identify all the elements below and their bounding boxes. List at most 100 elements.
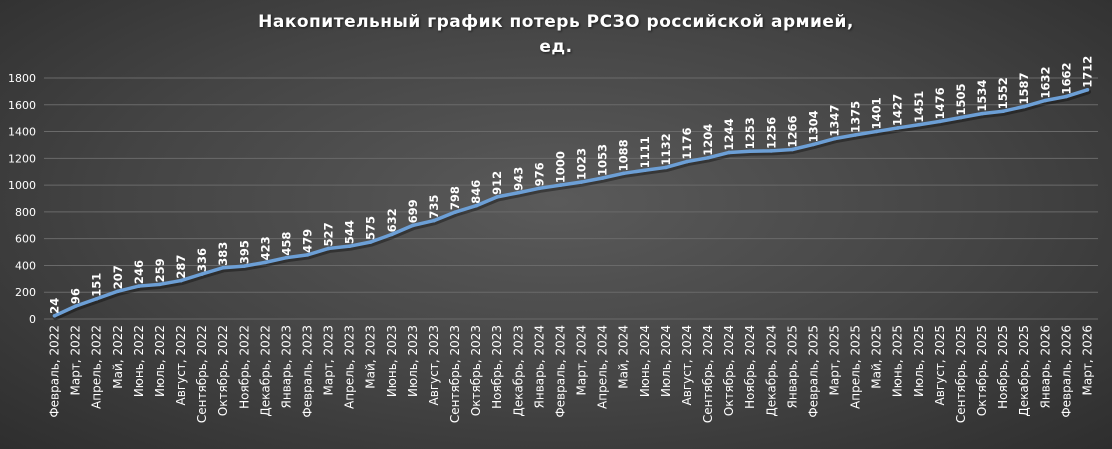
data-point: [115, 289, 120, 294]
data-point: [1001, 109, 1005, 114]
x-tick-label: Январь, 2026: [1038, 325, 1052, 408]
y-tick-label: 0: [29, 313, 36, 326]
y-tick-label: 1200: [8, 152, 36, 165]
data-point: [600, 176, 605, 180]
data-label: 1451: [912, 91, 926, 123]
x-tick-label: Ноябрь, 2025: [996, 325, 1010, 409]
y-tick-label: 600: [15, 233, 36, 246]
data-label: 1111: [638, 136, 652, 168]
data-point: [938, 119, 942, 124]
data-label: 1176: [680, 128, 694, 160]
x-tick-label: Октябрь, 2022: [216, 325, 230, 416]
data-label: 699: [406, 199, 420, 223]
data-label: 544: [343, 220, 357, 244]
data-point: [917, 122, 921, 127]
data-point: [390, 232, 394, 237]
data-label: 1347: [828, 105, 842, 137]
data-label: 976: [532, 162, 546, 186]
x-tick-label: Июнь, 2023: [385, 325, 399, 397]
data-point: [980, 111, 984, 116]
data-point: [727, 150, 731, 155]
x-tick-label: Июнь, 2025: [891, 325, 905, 397]
x-tick-label: Февраль, 2022: [48, 325, 62, 418]
x-tick-label: Август, 2023: [427, 325, 441, 405]
data-label: 1132: [659, 133, 673, 165]
x-tick-label: Май, 2025: [870, 325, 884, 389]
data-label: 1204: [701, 124, 715, 156]
x-tick-label: Сентябрь, 2022: [195, 325, 209, 423]
x-tick-label: Февраль, 2026: [1059, 325, 1073, 418]
data-label: 575: [364, 216, 378, 240]
x-tick-label: Март, 2025: [828, 325, 842, 395]
data-point: [94, 296, 99, 301]
data-point: [853, 133, 858, 137]
data-label: 395: [237, 240, 251, 264]
x-tick-label: Август, 2024: [680, 325, 694, 405]
data-point: [347, 244, 352, 248]
data-label: 1632: [1038, 66, 1052, 98]
series-line: [52, 88, 1090, 318]
x-tick-label: Июль, 2025: [912, 325, 926, 397]
x-tick-label: Июнь, 2024: [638, 325, 652, 397]
data-label: 1712: [1080, 56, 1094, 88]
y-tick-label: 800: [15, 206, 36, 219]
data-point: [368, 240, 373, 244]
x-tick-label: Июль, 2023: [406, 325, 420, 397]
x-tick-label: Июль, 2024: [659, 325, 673, 397]
chart-title-line-2: ед.: [539, 37, 573, 57]
data-label: 735: [427, 195, 441, 219]
data-point: [158, 282, 162, 287]
data-label: 1244: [722, 118, 736, 150]
data-point: [516, 190, 521, 195]
x-tick-label: Октябрь, 2023: [469, 325, 483, 416]
data-label: 287: [174, 255, 188, 279]
data-point: [790, 147, 795, 152]
data-label: 1375: [849, 101, 863, 133]
data-point: [411, 223, 415, 228]
data-point: [137, 284, 141, 288]
data-label: 1505: [954, 83, 968, 115]
x-tick-label: Апрель, 2022: [90, 325, 104, 409]
data-label: 24: [48, 298, 62, 314]
data-point: [579, 180, 584, 184]
data-label: 458: [279, 232, 293, 256]
y-tick-label: 1800: [8, 72, 36, 85]
data-point: [685, 159, 689, 164]
x-tick-label: Ноябрь, 2023: [490, 325, 504, 409]
x-tick-label: Октябрь, 2024: [722, 325, 736, 416]
x-tick-label: Апрель, 2023: [343, 325, 357, 409]
x-tick-label: Февраль, 2023: [301, 325, 315, 418]
data-label: 1552: [996, 77, 1010, 109]
x-tick-label: Январь, 2025: [785, 325, 799, 408]
data-label: 246: [132, 260, 146, 284]
data-point: [832, 136, 837, 141]
data-point: [769, 149, 774, 153]
x-tick-label: Декабрь, 2022: [258, 325, 272, 417]
x-tick-label: Декабрь, 2025: [1017, 325, 1031, 417]
data-point: [432, 218, 436, 223]
data-point: [642, 168, 647, 173]
x-tick-label: Апрель, 2024: [596, 325, 610, 409]
data-label: 383: [216, 242, 230, 266]
data-point: [706, 155, 710, 160]
chart-title-line-1: Накопительный график потерь РСЗО российс…: [258, 12, 854, 32]
data-label: 1256: [764, 117, 778, 149]
x-tick-label: Декабрь, 2024: [764, 325, 778, 417]
data-point: [1043, 98, 1048, 103]
data-point: [895, 126, 900, 130]
data-point: [73, 304, 78, 308]
data-label: 1476: [933, 87, 947, 119]
data-label: 207: [111, 265, 125, 289]
data-label: 846: [469, 180, 483, 204]
data-point: [537, 186, 542, 191]
x-tick-label: Январь, 2023: [279, 325, 293, 408]
data-point: [200, 272, 204, 276]
data-point: [326, 246, 331, 251]
data-label: 1266: [785, 115, 799, 147]
data-point: [242, 264, 247, 268]
data-point: [305, 253, 310, 257]
x-tick-label: Февраль, 2025: [806, 325, 820, 418]
data-point: [1022, 104, 1027, 109]
